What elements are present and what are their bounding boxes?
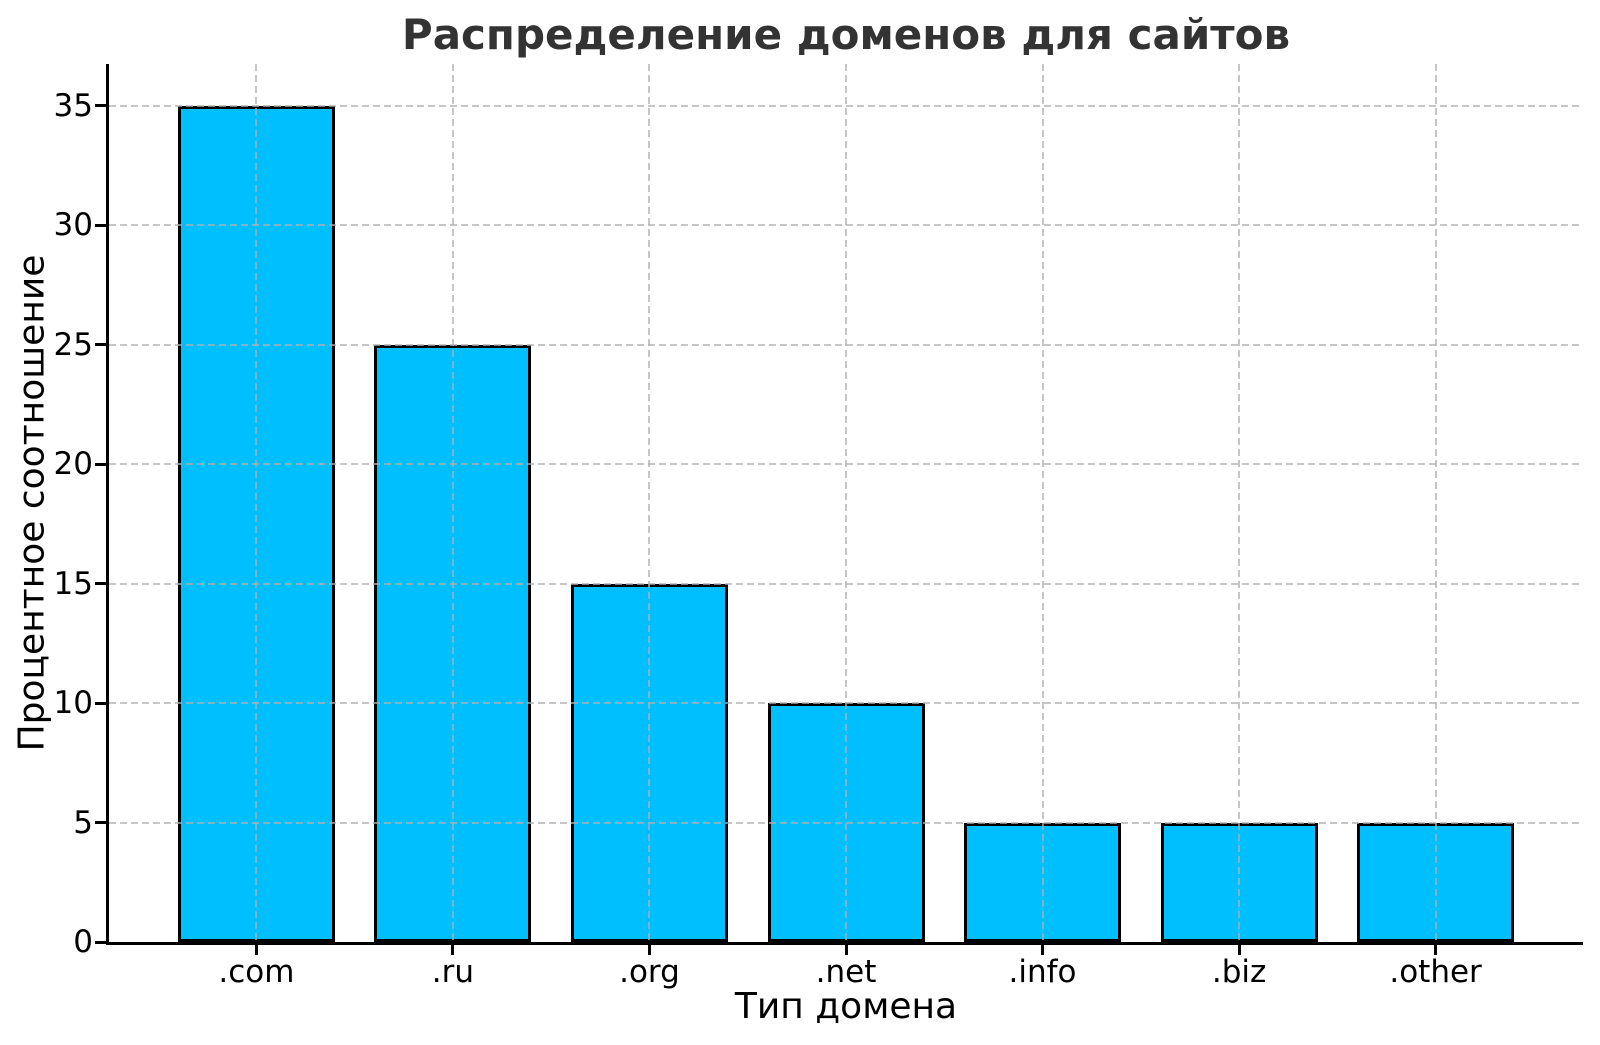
gridline-horizontal-15 xyxy=(109,582,1583,585)
gridline-vertical-com xyxy=(255,64,258,942)
plot-area xyxy=(106,64,1583,945)
x-tick-label-com: .com xyxy=(218,954,295,990)
gridline-vertical-other xyxy=(1434,64,1437,942)
gridline-horizontal-35 xyxy=(109,104,1583,107)
y-tick-label-0: 0 xyxy=(73,924,93,960)
y-tick-mark-30 xyxy=(95,223,106,227)
chart-title: Распределение доменов для сайтов xyxy=(401,10,1291,59)
x-tick-mark-other xyxy=(1434,945,1438,955)
gridline-vertical-ru xyxy=(451,64,454,942)
y-tick-mark-5 xyxy=(95,821,106,825)
gridline-horizontal-10 xyxy=(109,702,1583,705)
x-tick-label-org: .org xyxy=(619,954,680,990)
x-tick-mark-info xyxy=(1041,945,1045,955)
x-tick-label-biz: .biz xyxy=(1211,954,1267,990)
x-tick-label-info: .info xyxy=(1008,954,1077,990)
x-tick-label-net: .net xyxy=(815,954,877,990)
x-tick-mark-com xyxy=(254,945,258,955)
y-tick-mark-25 xyxy=(95,343,106,347)
y-tick-label-10: 10 xyxy=(53,685,93,722)
y-tick-mark-10 xyxy=(95,701,106,705)
y-tick-label-15: 15 xyxy=(53,565,93,602)
y-tick-mark-35 xyxy=(95,104,106,108)
gridline-horizontal-30 xyxy=(109,224,1583,227)
gridlines-layer xyxy=(109,64,1583,942)
gridline-horizontal-5 xyxy=(109,821,1583,824)
y-tick-label-5: 5 xyxy=(73,804,93,841)
y-tick-mark-0 xyxy=(95,940,106,944)
gridline-horizontal-25 xyxy=(109,343,1583,346)
x-tick-mark-biz xyxy=(1237,945,1241,955)
y-tick-label-35: 35 xyxy=(53,87,93,124)
x-tick-label-ru: .ru xyxy=(431,954,475,990)
y-tick-mark-15 xyxy=(95,582,106,586)
x-tick-mark-ru xyxy=(451,945,455,955)
gridline-vertical-biz xyxy=(1238,64,1241,942)
gridline-vertical-info xyxy=(1041,64,1044,942)
gridline-vertical-net xyxy=(845,64,847,942)
x-tick-mark-net xyxy=(844,945,848,955)
y-tick-label-25: 25 xyxy=(53,326,93,363)
gridline-horizontal-20 xyxy=(109,463,1583,466)
x-tick-mark-org xyxy=(647,945,651,955)
gridline-vertical-org xyxy=(648,64,651,942)
x-tick-label-other: .other xyxy=(1389,954,1482,990)
y-tick-label-20: 20 xyxy=(53,446,93,483)
y-tick-label-30: 30 xyxy=(53,207,93,244)
y-tick-mark-20 xyxy=(95,462,106,466)
x-axis-label: Тип домена xyxy=(734,986,958,1027)
